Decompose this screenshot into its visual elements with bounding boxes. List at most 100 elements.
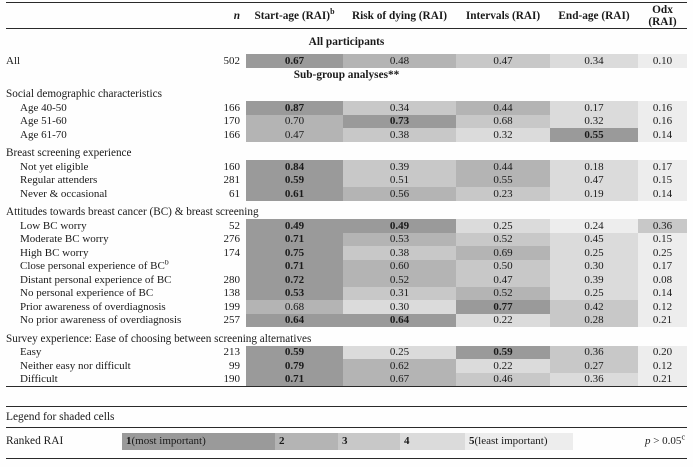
n-value: 190 xyxy=(223,373,241,386)
rai-cell: 0.67 xyxy=(343,372,456,386)
section-banner: Sub-group analyses** xyxy=(293,69,400,81)
rai-cell: 0.23 xyxy=(456,187,550,201)
row-label: No personal experience of BC xyxy=(20,287,154,300)
rai-cell: 0.14 xyxy=(638,286,687,300)
rai-cell: 0.61 xyxy=(246,187,343,201)
legend-rank-text: (most important) xyxy=(131,435,206,447)
table-row: Easy 213 0.59 0.25 0.59 0.36 0.20 xyxy=(6,345,687,359)
rai-cell: 0.53 xyxy=(343,232,456,246)
row-label: Regular attenders xyxy=(20,174,98,187)
rai-cell: 0.47 xyxy=(456,273,550,287)
rai-cell: 0.30 xyxy=(550,259,638,273)
rai-cell: 0.36 xyxy=(638,219,687,233)
n-value: 199 xyxy=(223,300,241,313)
p-rest: > 0.05 xyxy=(650,435,682,447)
table-row: All 502 0.67 0.48 0.47 0.34 0.10 xyxy=(6,54,687,68)
rai-cell: 0.46 xyxy=(456,372,550,386)
rai-cell: 0.71 xyxy=(246,232,343,246)
rai-cell: 0.79 xyxy=(246,359,343,373)
rai-cell: 0.25 xyxy=(550,246,638,260)
table-row: Never & occasional 61 0.61 0.56 0.23 0.19 0.14 xyxy=(6,187,687,201)
rai-cell: 0.16 xyxy=(638,101,687,115)
row-label: Age 40-50 xyxy=(20,101,67,114)
table-row: No prior awareness of overdiagnosis 257 0.… xyxy=(6,313,687,327)
rai-cell: 0.71 xyxy=(246,259,343,273)
rai-cell: 0.32 xyxy=(456,128,550,142)
rai-cell: 0.44 xyxy=(456,101,550,115)
row-label: Prior awareness of overdiagnosis xyxy=(20,300,166,313)
rai-cell: 0.14 xyxy=(638,187,687,201)
rai-cell: 0.22 xyxy=(456,359,550,373)
row-label: Never & occasional xyxy=(20,187,108,200)
table-row: Regular attenders 281 0.59 0.51 0.55 0.47 0.15 xyxy=(6,173,687,187)
legend-segment-rank-4: 4 xyxy=(400,432,465,450)
rai-cell: 0.22 xyxy=(456,313,550,327)
table-body: All participants All 502 0.67 0.48 0.47 0.34 0.… xyxy=(6,29,687,386)
rai-cell: 0.69 xyxy=(456,246,550,260)
header-rule xyxy=(6,28,687,29)
rai-cell: 0.49 xyxy=(343,219,456,233)
rai-cell: 0.67 xyxy=(246,54,343,68)
rai-cell: 0.21 xyxy=(638,372,687,386)
row-label: Not yet eligible xyxy=(20,160,89,173)
legend-rank-number: 2 xyxy=(279,435,285,447)
legend-title-row: Legend for shaded cells xyxy=(6,407,687,427)
rai-cell: 0.51 xyxy=(343,173,456,187)
rai-cell: 0.36 xyxy=(550,372,638,386)
n-value: 52 xyxy=(229,219,240,232)
table-row: Age 40-50 166 0.87 0.34 0.44 0.17 0.16 xyxy=(6,101,687,115)
table-row: Age 61-70 166 0.47 0.38 0.32 0.55 0.14 xyxy=(6,128,687,142)
rai-cell: 0.45 xyxy=(550,232,638,246)
row-label: No prior awareness of overdiagnosis xyxy=(20,314,182,327)
p-superscript: c xyxy=(681,432,685,442)
n-value: 280 xyxy=(223,273,241,286)
n-value: 160 xyxy=(223,160,241,173)
legend-title: Legend for shaded cells xyxy=(6,411,115,423)
p-italic: p xyxy=(644,435,651,447)
legend-gap xyxy=(6,387,687,406)
table-row: Close personal experience of BCb 0.71 0.60… xyxy=(6,259,687,273)
rai-cell: 0.15 xyxy=(638,173,687,187)
rai-cell: 0.32 xyxy=(550,114,638,128)
rai-cell: 0.64 xyxy=(343,313,456,327)
rai-cell: 0.62 xyxy=(343,359,456,373)
rai-cell: 0.52 xyxy=(456,232,550,246)
legend-top-rule xyxy=(6,406,687,407)
rai-cell: 0.31 xyxy=(343,286,456,300)
legend-segment-rank-1: 1 (most important) xyxy=(122,432,275,450)
table-header-row: n Start-age (RAI)b Risk of dying (RAI) Int… xyxy=(6,3,687,28)
rai-cell: 0.24 xyxy=(550,219,638,233)
n-value: 99 xyxy=(229,359,240,372)
rai-cell: 0.59 xyxy=(246,345,343,359)
rai-cell: 0.36 xyxy=(550,345,638,359)
rai-cell: 0.60 xyxy=(343,259,456,273)
rai-cell: 0.10 xyxy=(638,54,687,68)
rai-cell: 0.44 xyxy=(456,160,550,174)
top-rule xyxy=(6,2,687,3)
row-label: Neither easy nor difficult xyxy=(20,359,131,372)
rai-cell: 0.38 xyxy=(343,246,456,260)
rai-cell: 0.72 xyxy=(246,273,343,287)
table-bottom-rule xyxy=(6,386,687,387)
legend-color-bar: 1 (most important) 2 3 4 5 (least important) xyxy=(122,432,573,450)
legend-mid-rule xyxy=(6,427,687,428)
column-header: End-age (RAI) xyxy=(558,9,630,22)
rai-cell: 0.17 xyxy=(550,101,638,115)
legend-rank-number: 4 xyxy=(404,435,410,447)
table-row: High BC worry 174 0.75 0.38 0.69 0.25 0.25 xyxy=(6,246,687,260)
row-label: High BC worry xyxy=(20,246,89,259)
legend-segment-rank-5: 5 (least important) xyxy=(465,432,573,450)
rai-cell: 0.34 xyxy=(343,101,456,115)
rai-cell: 0.55 xyxy=(550,128,638,142)
rai-cell: 0.34 xyxy=(550,54,638,68)
rai-cell: 0.18 xyxy=(550,160,638,174)
n-value: 166 xyxy=(223,128,241,141)
n-value: 166 xyxy=(223,101,241,114)
rai-cell: 0.27 xyxy=(550,359,638,373)
row-label: Age 61-70 xyxy=(20,128,67,141)
legend-rank-number: 5 xyxy=(469,435,475,447)
rai-cell: 0.48 xyxy=(343,54,456,68)
group-label: Attitudes towards breast cancer (BC) & b… xyxy=(6,206,259,219)
table-row: Neither easy nor difficult 99 0.79 0.62 0.22… xyxy=(6,359,687,373)
